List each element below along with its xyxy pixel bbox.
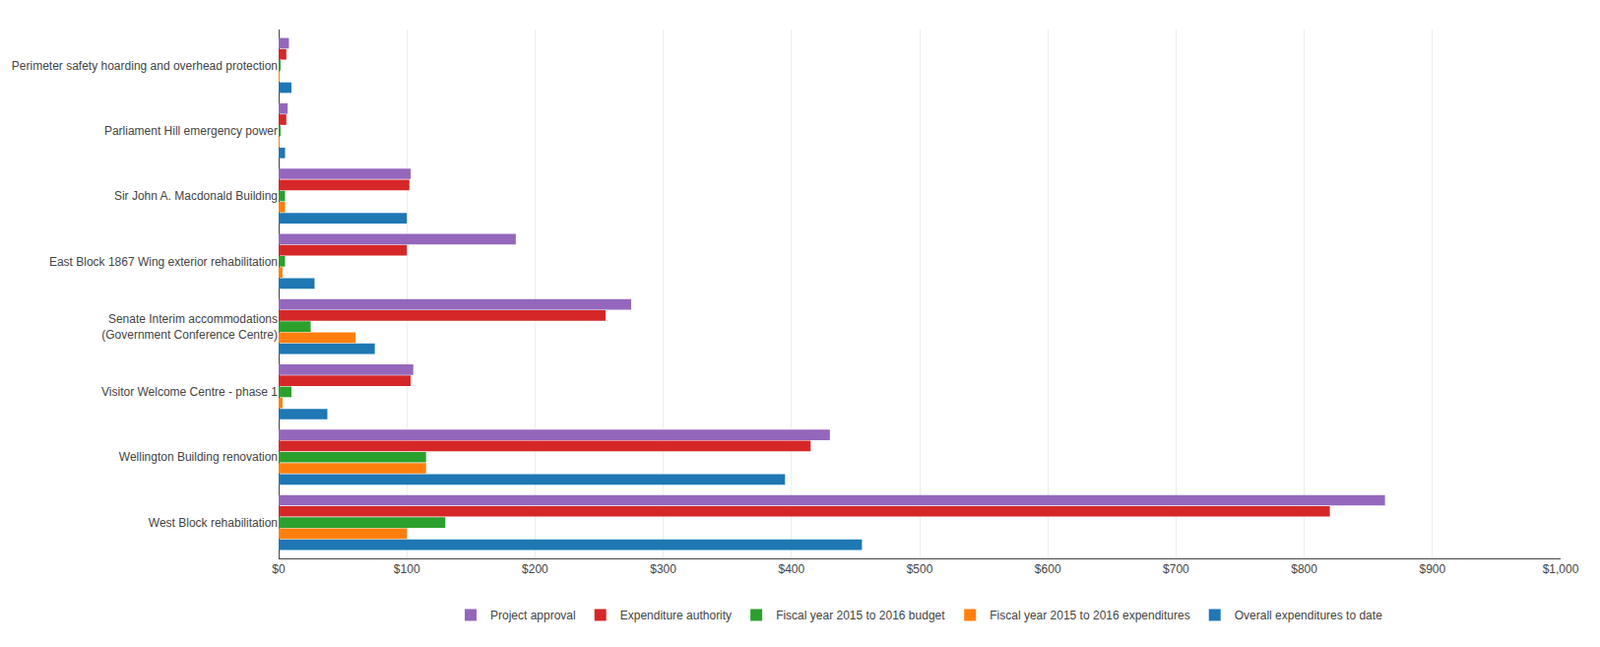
svg-text:$400: $400 — [777, 562, 805, 576]
svg-text:Wellington Building renovation: Wellington Building renovation — [119, 449, 278, 464]
svg-text:$900: $900 — [1418, 562, 1446, 576]
svg-text:Expenditure authority: Expenditure authority — [620, 608, 732, 623]
svg-text:Perimeter safety hoarding and: Perimeter safety hoarding and overhead p… — [11, 59, 278, 73]
svg-text:$700: $700 — [1162, 562, 1190, 576]
svg-text:West Block rehabilitation: West Block rehabilitation — [148, 515, 278, 530]
svg-text:Fiscal year 2015 to 2016 expen: Fiscal year 2015 to 2016 expenditures — [989, 608, 1190, 623]
svg-text:Project approval: Project approval — [490, 608, 576, 623]
svg-text:East Block 1867 Wing exterior: East Block 1867 Wing exterior rehabilita… — [49, 255, 278, 269]
svg-text:$0: $0 — [271, 562, 286, 576]
svg-text:Fiscal year 2015 to 2016 budge: Fiscal year 2015 to 2016 budget — [775, 608, 946, 623]
svg-text:$200: $200 — [521, 562, 549, 576]
svg-text:Parliament Hill emergency powe: Parliament Hill emergency power — [104, 124, 278, 138]
svg-text:$1,000: $1,000 — [1542, 562, 1580, 576]
svg-text:$100: $100 — [393, 562, 421, 576]
svg-text:Sir John A. Macdonald Building: Sir John A. Macdonald Building — [114, 189, 278, 203]
svg-text:$600: $600 — [1034, 562, 1062, 576]
svg-text:$500: $500 — [906, 562, 934, 576]
svg-text:Overall expenditures to date: Overall expenditures to date — [1234, 608, 1383, 623]
svg-text:Senate Interim accommodations(: Senate Interim accommodations(Government… — [101, 312, 278, 342]
svg-text:$300: $300 — [649, 562, 677, 576]
svg-text:Visitor Welcome Centre - phase: Visitor Welcome Centre - phase 1 — [101, 384, 278, 399]
svg-text:$800: $800 — [1290, 562, 1318, 576]
